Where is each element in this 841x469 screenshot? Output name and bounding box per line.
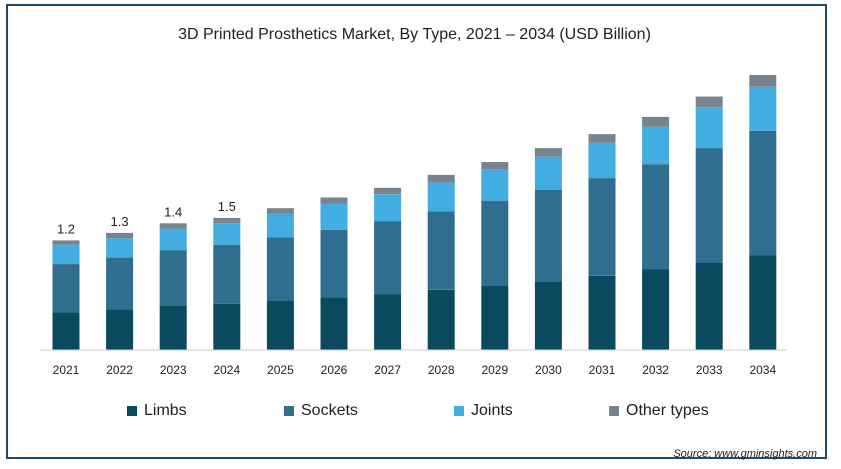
bar-limbs-2024: [213, 303, 241, 350]
bar-sockets-2023: [159, 250, 187, 306]
bar-other-types-2033: [695, 96, 723, 108]
x-tick-label: 2029: [481, 363, 508, 377]
bar-sockets-2033: [695, 148, 723, 263]
bar-joints-2026: [320, 203, 348, 230]
legend-item: Limbs: [127, 402, 187, 420]
bar-joints-2034: [749, 86, 777, 131]
legend-item: Sockets: [284, 402, 358, 420]
bar-other-types-2031: [588, 134, 616, 143]
bar-other-types-2028: [427, 174, 455, 183]
bar-other-types-2023: [159, 223, 187, 229]
bar-joints-2023: [159, 228, 187, 251]
bar-limbs-2028: [427, 289, 455, 350]
legend: Limbs Sockets Joints Other types: [0, 402, 829, 426]
x-tick-label: 2025: [267, 363, 294, 377]
chart-title: 3D Printed Prosthetics Market, By Type, …: [178, 26, 651, 43]
bar-limbs-2030: [534, 281, 562, 350]
x-tick-label: 2026: [321, 363, 348, 377]
x-tick-label: 2021: [53, 363, 80, 377]
x-tick-label: 2032: [642, 363, 669, 377]
legend-swatch-other-types: [609, 406, 619, 416]
bar-other-types-2030: [534, 148, 562, 157]
bar-limbs-2021: [52, 312, 80, 350]
bar-sockets-2025: [266, 237, 294, 301]
bar-joints-2029: [481, 169, 509, 201]
bar-sockets-2030: [534, 190, 562, 282]
chart-frame: [6, 4, 827, 459]
legend-item: Joints: [454, 402, 513, 420]
bar-sockets-2027: [374, 221, 402, 295]
bar-other-types-2029: [481, 162, 509, 170]
x-tick-label: 2031: [589, 363, 616, 377]
x-tick-label: 2034: [749, 363, 776, 377]
bar-sockets-2034: [749, 130, 777, 256]
legend-label: Sockets: [301, 402, 358, 419]
bar-joints-2022: [106, 238, 134, 258]
bar-other-types-2032: [642, 116, 670, 127]
legend-swatch-limbs: [127, 406, 137, 416]
bar-other-types-2022: [106, 232, 134, 239]
bar-joints-2024: [213, 223, 241, 245]
bar-sockets-2024: [213, 244, 241, 304]
x-tick-label: 2033: [696, 363, 723, 377]
x-tick-label: 2022: [106, 363, 133, 377]
bar-joints-2033: [695, 107, 723, 149]
x-tick-label: 2023: [160, 363, 187, 377]
bar-other-types-2024: [213, 217, 241, 224]
bar-sockets-2021: [52, 264, 80, 313]
bar-joints-2031: [588, 142, 616, 179]
bar-other-types-2027: [374, 187, 402, 195]
x-tick-label: 2024: [213, 363, 240, 377]
data-label: 1.2: [57, 221, 75, 236]
bar-limbs-2033: [695, 263, 723, 350]
data-label: 1.3: [111, 214, 129, 229]
bar-sockets-2029: [481, 200, 509, 286]
data-label: 1.5: [218, 199, 236, 214]
bar-other-types-2034: [749, 75, 777, 87]
source-note: Source: www.gminsights.com: [673, 448, 817, 460]
legend-item: Other types: [609, 402, 709, 420]
bar-sockets-2022: [106, 257, 134, 310]
bar-other-types-2021: [52, 240, 80, 245]
bar-joints-2021: [52, 244, 80, 264]
legend-label: Joints: [471, 402, 513, 419]
bar-limbs-2022: [106, 309, 134, 350]
bar-chart: 2021 1.2 2022 1.3 2023 1.4 2024 1.5 2025 2026 2027…: [40, 75, 786, 377]
legend-swatch-joints: [454, 406, 464, 416]
bar-limbs-2023: [159, 306, 187, 350]
bar-other-types-2026: [320, 197, 348, 204]
bar-limbs-2031: [588, 275, 616, 350]
legend-swatch-sockets: [284, 406, 294, 416]
data-label: 1.4: [164, 204, 182, 219]
bar-sockets-2031: [588, 178, 616, 276]
bar-joints-2025: [266, 213, 294, 238]
bar-limbs-2025: [266, 300, 294, 350]
bar-sockets-2032: [642, 164, 670, 270]
x-tick-label: 2030: [535, 363, 562, 377]
legend-label: Other types: [626, 402, 709, 419]
bar-limbs-2032: [642, 269, 670, 350]
bar-joints-2028: [427, 182, 455, 212]
legend-label: Limbs: [144, 402, 187, 419]
bar-other-types-2025: [266, 208, 294, 214]
bar-sockets-2026: [320, 229, 348, 298]
bar-sockets-2028: [427, 211, 455, 290]
x-tick-label: 2028: [428, 363, 455, 377]
bar-limbs-2029: [481, 285, 509, 350]
bar-limbs-2034: [749, 255, 777, 350]
bar-limbs-2027: [374, 294, 402, 350]
x-tick-label: 2027: [374, 363, 401, 377]
bar-joints-2027: [374, 194, 402, 222]
bar-limbs-2026: [320, 297, 348, 350]
bar-joints-2032: [642, 126, 670, 165]
bar-joints-2030: [534, 156, 562, 190]
